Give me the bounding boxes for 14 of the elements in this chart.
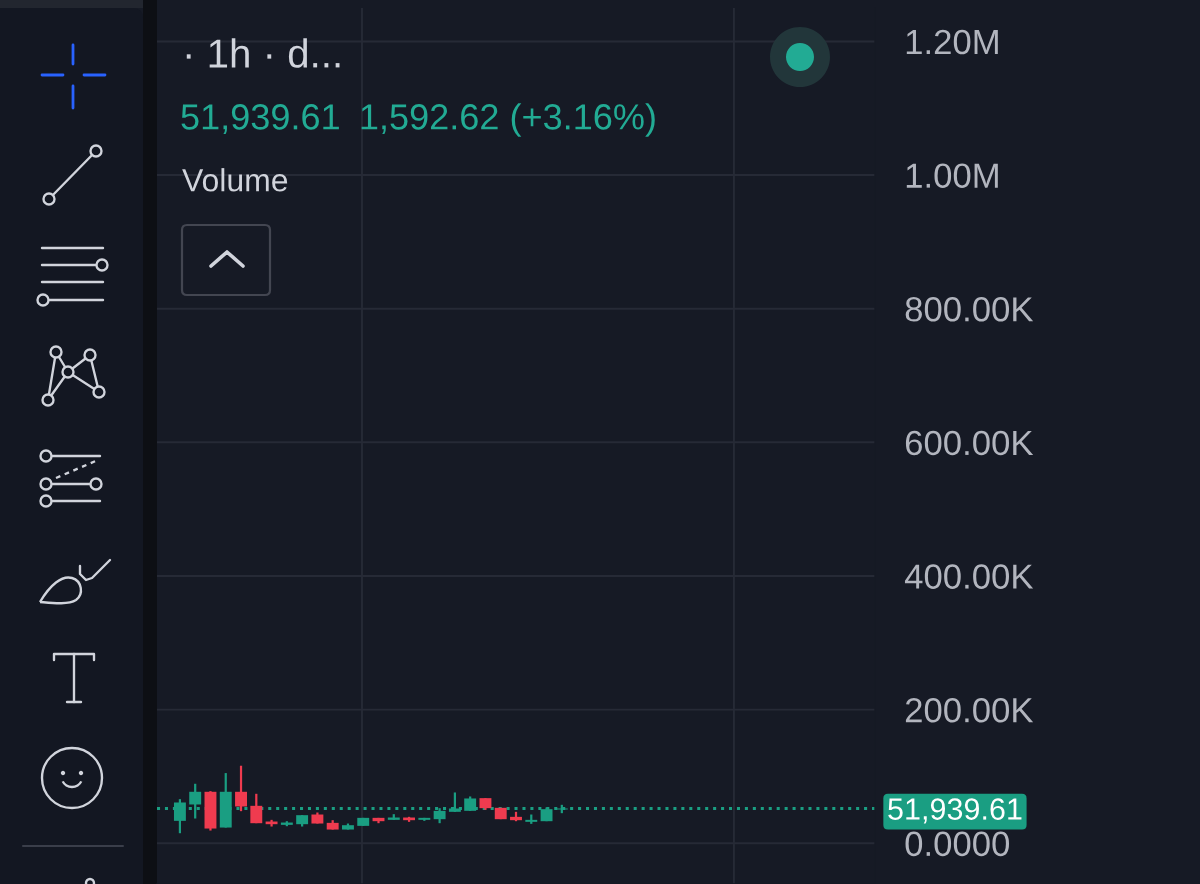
y-tick-label: 400.00K xyxy=(904,564,1034,589)
ref-line-label: 51,939.61 xyxy=(888,798,1022,824)
annotation: 51,939.61 xyxy=(181,104,339,134)
text: · 1h · d... xyxy=(186,38,340,68)
candlestick xyxy=(250,792,263,825)
y-tick-label: 1.20M xyxy=(906,29,998,55)
y-tick-label: 800.00K xyxy=(905,297,1034,322)
y-tick-label: 600.00K xyxy=(905,430,1034,456)
y-tick-label: 200.00K xyxy=(905,697,1034,723)
y-tick-label: 1.00M xyxy=(906,163,998,188)
annotation: Volume xyxy=(182,168,288,192)
candlestick xyxy=(235,764,247,813)
y-tick-label: 0.0000 xyxy=(905,831,1010,857)
annotation: 1,592.62 (+3.16%) xyxy=(361,103,655,137)
